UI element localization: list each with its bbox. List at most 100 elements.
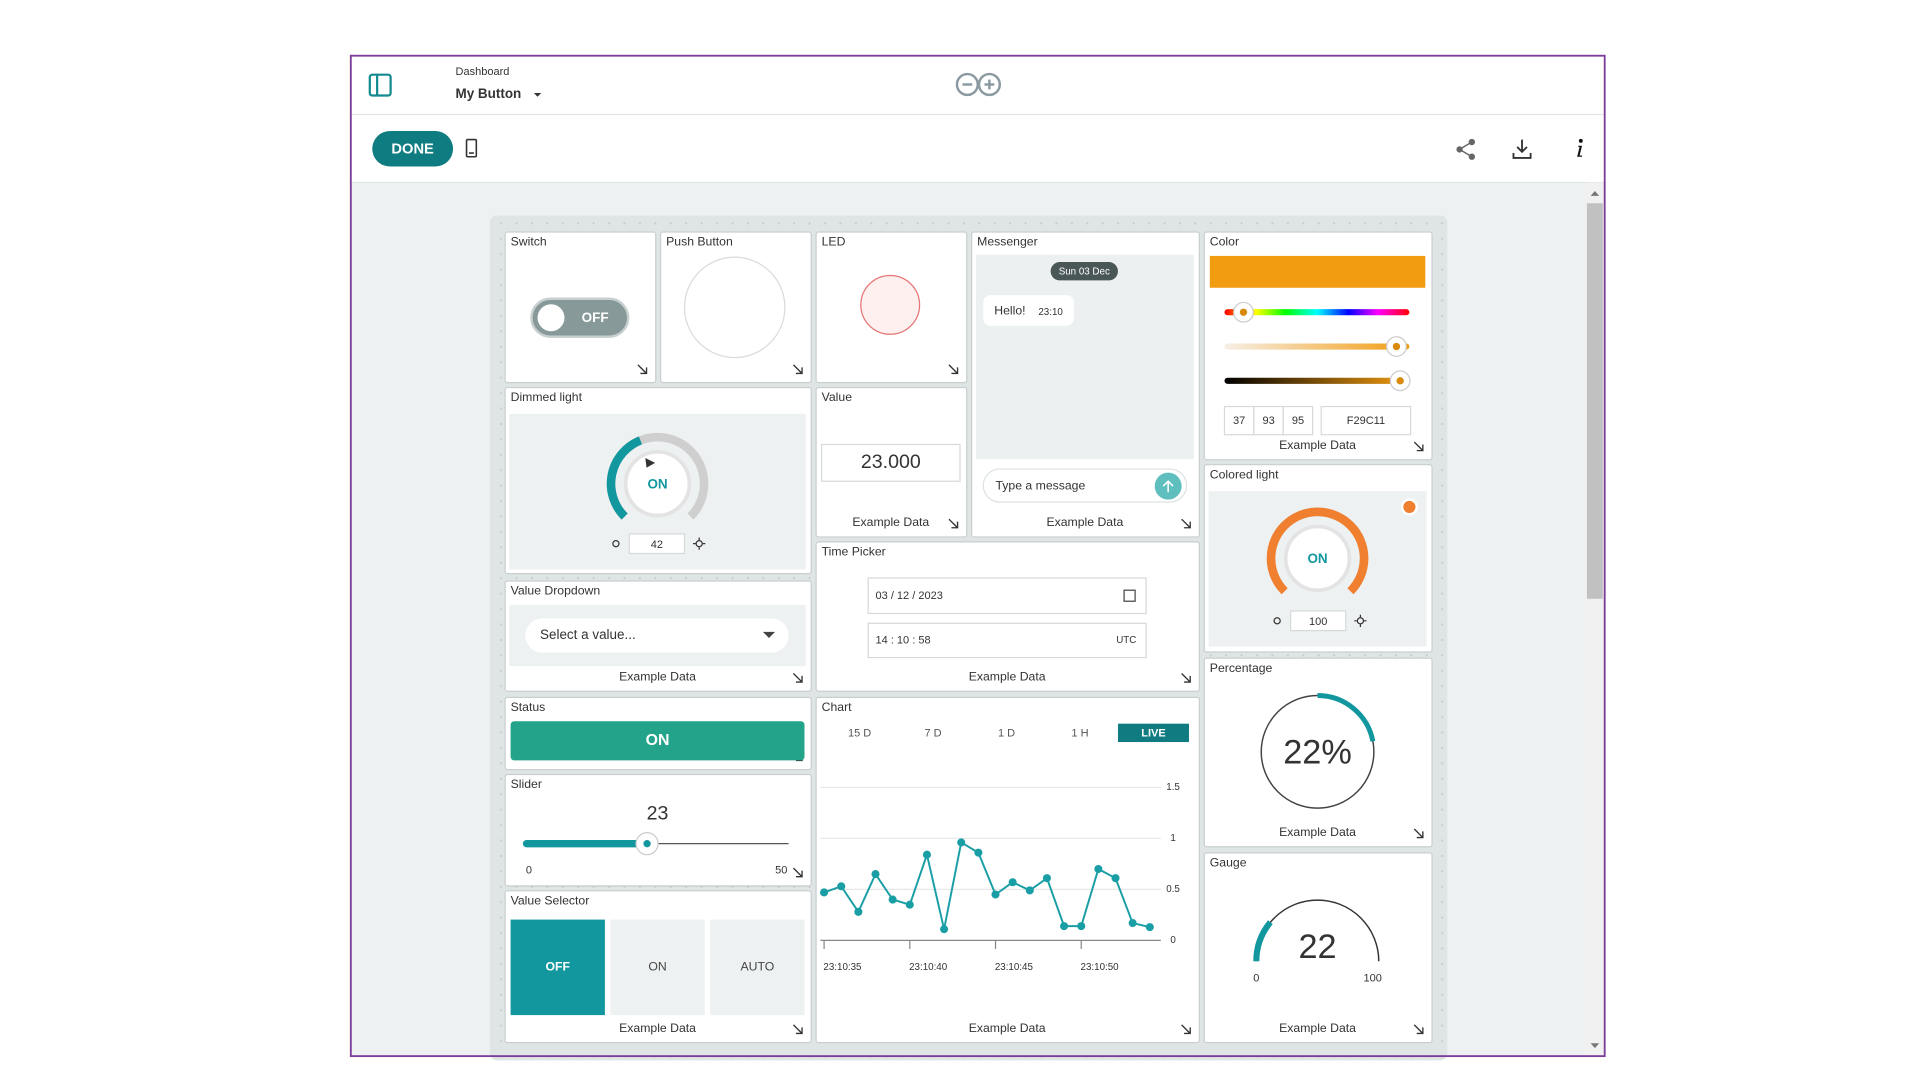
widget-title: Switch [511,235,547,249]
sidebar-toggle[interactable] [368,73,392,97]
widget-footer: Example Data [1279,1021,1356,1035]
data-point [1042,874,1051,883]
resize-handle [792,867,803,878]
data-point [991,890,1000,899]
title-caret[interactable] [533,93,542,97]
range-button[interactable]: 7 D [924,727,941,739]
widget-footer: Example Data [619,1021,696,1035]
slider-min: 0 [526,865,532,877]
widget-footer: Example Data [1279,438,1356,452]
data-point [974,848,983,857]
widget-title: Gauge [1210,855,1247,869]
date-pill [1050,262,1118,281]
slider-value: 23 [647,802,669,824]
light-color [1400,498,1418,516]
toggle-knob [537,304,565,332]
widget-footer: Example Data [1046,515,1123,529]
push-button [683,256,786,359]
chat-area [975,254,1194,460]
selector-label: AUTO [740,960,774,974]
calendar-icon [1123,589,1136,602]
range-button[interactable]: LIVE [1141,727,1165,739]
max-icon [695,540,703,548]
color-field [1320,405,1412,436]
resize-handle [792,672,803,683]
widget-title: Slider [511,777,542,791]
dashboard-title[interactable]: My Button [456,86,522,101]
date-value: 03 / 12 / 2023 [876,590,943,602]
widget-frame [1203,852,1433,1044]
selector-option[interactable] [510,919,605,1016]
widget-footer: Example Data [969,669,1046,683]
widget-frame [815,696,1200,1044]
download-icon[interactable] [1512,139,1532,159]
data-point [1111,874,1120,883]
color-swatch [1209,255,1426,288]
knob-state: ON [647,476,667,491]
scrollbar-thumb[interactable] [1586,203,1603,599]
data-point [940,925,949,934]
selector-option[interactable] [610,919,705,1016]
level-box [628,533,686,555]
x-tick-label: 23:10:35 [823,962,862,973]
range-button[interactable]: 15 D [848,727,871,739]
resize-handle [948,518,959,529]
hue-track [1224,309,1410,316]
toggle-label: OFF [582,310,609,325]
arduino-logo [955,72,1002,97]
resize-handle [1181,672,1191,683]
message-time: 23:10 [1038,307,1063,318]
widget-title: Status [511,700,546,714]
color-value: F29C11 [1347,415,1385,427]
hue-dot [1239,308,1248,316]
x-tick-label: 23:10:45 [995,962,1034,973]
widget-frame [504,773,812,887]
widget-title: Push Button [666,235,733,249]
knob-center [623,450,692,518]
message-placeholder: Type a message [996,478,1086,492]
selector-label: OFF [546,960,571,974]
window-border [349,54,1606,1058]
widget-title: Colored light [1210,467,1279,481]
level-value: 42 [651,539,663,551]
saturation-track [1224,343,1410,350]
min-icon [1273,617,1281,625]
done-button[interactable] [372,131,454,167]
data-point [820,888,829,897]
range-button[interactable]: 1 H [1071,727,1088,739]
x-tick-label: 23:10:50 [1081,962,1120,973]
data-point [957,838,966,847]
widget-title: Messenger [977,235,1038,249]
resize-handle [637,364,648,375]
selector-option[interactable] [710,919,805,1016]
percent-label: 22% [1283,733,1352,771]
color-field [1282,405,1314,436]
led-indicator [860,274,921,335]
widget-frame [1203,657,1433,848]
slider-max: 50 [775,865,787,877]
message-input [982,468,1188,503]
widget-title: Chart [822,700,853,714]
info-icon[interactable] [1577,138,1583,157]
data-point [922,850,931,859]
send-arrow [1162,480,1174,493]
range-active[interactable] [1117,723,1189,743]
range-button[interactable]: 1 D [998,727,1015,739]
max-rays [693,537,706,550]
mobile-view-toggle[interactable] [465,138,478,158]
slider-knob-dot [643,840,651,848]
data-point [871,870,880,879]
value-text: 23.000 [861,451,921,473]
data-point [1077,922,1086,931]
dropdown[interactable] [525,618,789,653]
data-point [1008,878,1017,887]
widget-title: Value Selector [511,893,590,907]
resize-handle [792,364,803,375]
data-point [1128,919,1137,928]
data-point [905,900,914,909]
done-label: DONE [391,141,434,157]
widget-title: Color [1210,235,1239,249]
level-value: 100 [1309,616,1327,628]
share-icon[interactable] [1456,138,1476,160]
